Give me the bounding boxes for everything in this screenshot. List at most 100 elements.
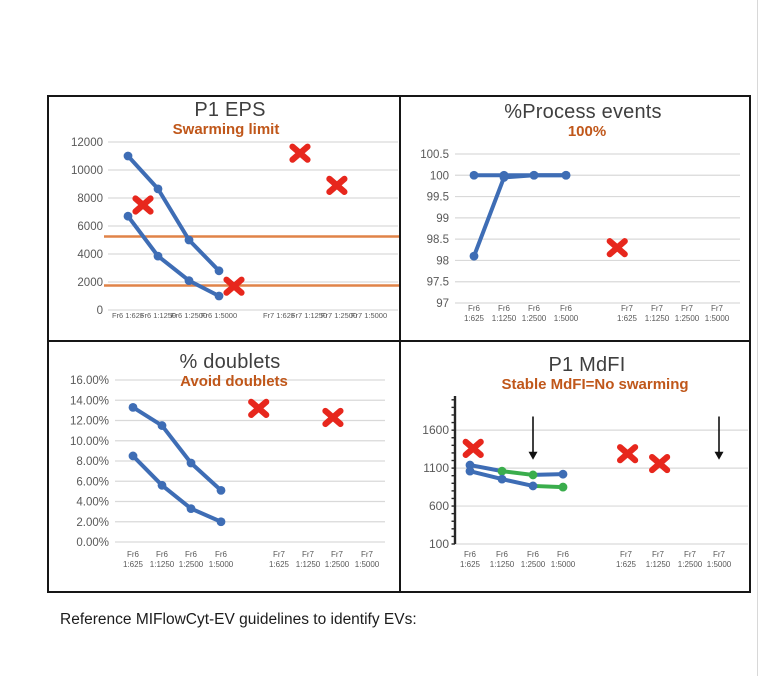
svg-text:98.5: 98.5 — [427, 234, 449, 246]
svg-text:1:2500: 1:2500 — [522, 314, 547, 323]
svg-text:Fr6: Fr6 — [215, 550, 228, 559]
svg-text:99: 99 — [436, 213, 449, 225]
chart-cell-p1-mdfi: 100 600 1100 1600 Fr6 1:625 Fr6 1:1250 Fr6 1:2500… — [403, 342, 751, 593]
svg-text:1:625: 1:625 — [464, 314, 485, 323]
chart-title-p1-eps: P1 EPS — [194, 99, 266, 121]
svg-text:1:2500: 1:2500 — [179, 560, 204, 569]
svg-text:Fr7: Fr7 — [652, 550, 665, 559]
svg-text:Fr6 1:5000: Fr6 1:5000 — [201, 311, 237, 320]
svg-text:1600: 1600 — [422, 423, 449, 437]
chart-cell-doublets: 0.00% 2.00% 4.00% 6.00% 8.00% 10.00% 12.00% 14.… — [49, 342, 399, 593]
svg-text:Fr7: Fr7 — [713, 550, 726, 559]
chart-subtitle-process-events: 100% — [567, 123, 607, 140]
svg-text:1:625: 1:625 — [460, 560, 481, 569]
svg-text:Fr6: Fr6 — [468, 304, 481, 313]
svg-text:100: 100 — [430, 170, 449, 182]
svg-text:2.00%: 2.00% — [76, 517, 109, 529]
svg-text:Fr7 1:2500: Fr7 1:2500 — [321, 311, 357, 320]
chart-title-doublets: % doublets — [179, 351, 281, 373]
svg-text:Fr6 1:625: Fr6 1:625 — [112, 311, 144, 320]
svg-text:1:5000: 1:5000 — [209, 560, 234, 569]
svg-text:Fr7: Fr7 — [621, 304, 634, 313]
svg-text:Fr7 1:1250: Fr7 1:1250 — [291, 311, 327, 320]
svg-text:4000: 4000 — [77, 249, 103, 261]
svg-text:1:1250: 1:1250 — [490, 560, 515, 569]
svg-text:1:2500: 1:2500 — [325, 560, 350, 569]
doublets-plot: 0.00% 2.00% 4.00% 6.00% 8.00% 10.00% 12.00% 14.… — [70, 375, 385, 569]
svg-text:1:1250: 1:1250 — [646, 560, 671, 569]
svg-text:1:1250: 1:1250 — [492, 314, 517, 323]
svg-text:1:2500: 1:2500 — [675, 314, 700, 323]
svg-text:Fr7: Fr7 — [681, 304, 694, 313]
svg-text:1:1250: 1:1250 — [296, 560, 321, 569]
svg-text:Fr6 1:2500: Fr6 1:2500 — [171, 311, 207, 320]
svg-text:1:1250: 1:1250 — [645, 314, 670, 323]
svg-text:Fr7: Fr7 — [620, 550, 633, 559]
caption-text: Reference MIFlowCyt-EV guidelines to ide… — [60, 611, 417, 628]
svg-text:Fr7: Fr7 — [711, 304, 724, 313]
svg-text:1:625: 1:625 — [616, 560, 637, 569]
chart-subtitle-p1-mdfi: Stable MdFI=No swarming — [501, 376, 689, 393]
svg-text:97: 97 — [436, 298, 449, 310]
svg-text:12.00%: 12.00% — [70, 416, 109, 428]
svg-text:10000: 10000 — [71, 165, 103, 177]
svg-text:Fr6 1:1250: Fr6 1:1250 — [140, 311, 176, 320]
svg-text:99.5: 99.5 — [427, 192, 449, 204]
svg-text:Fr6: Fr6 — [557, 550, 570, 559]
svg-text:Fr6: Fr6 — [464, 550, 477, 559]
p1-mdfi-plot: 10060011001600Fr61:625Fr61:1250Fr61:2500… — [422, 396, 748, 569]
svg-text:10.00%: 10.00% — [70, 436, 109, 448]
svg-text:4.00%: 4.00% — [76, 497, 109, 509]
svg-text:0: 0 — [97, 305, 103, 317]
svg-text:Fr6: Fr6 — [498, 304, 511, 313]
svg-text:1:5000: 1:5000 — [707, 560, 732, 569]
svg-text:6000: 6000 — [77, 221, 103, 233]
svg-text:1:625: 1:625 — [617, 314, 638, 323]
svg-text:Fr6: Fr6 — [560, 304, 573, 313]
chart-cell-p1-eps: 0 2000 4000 6000 8000 10000 12000 Fr6 1:625 Fr6 … — [49, 97, 399, 340]
svg-text:100: 100 — [429, 537, 449, 551]
scan-page-edge — [757, 0, 758, 676]
svg-text:97.5: 97.5 — [427, 277, 449, 289]
chart-cell-process-events: 97 97.5 98 98.5 99 99.5 100 100.5 Fr6 1:625 Fr6 1:1… — [403, 97, 751, 340]
svg-text:0.00%: 0.00% — [76, 537, 109, 549]
svg-text:1:1250: 1:1250 — [150, 560, 175, 569]
svg-text:Fr7: Fr7 — [331, 550, 344, 559]
svg-text:Fr6: Fr6 — [156, 550, 169, 559]
svg-text:1:5000: 1:5000 — [554, 314, 579, 323]
svg-text:12000: 12000 — [71, 137, 103, 149]
svg-text:2000: 2000 — [77, 277, 103, 289]
chart-title-p1-mdfi: P1 MdFI — [548, 354, 626, 376]
svg-text:1:5000: 1:5000 — [355, 560, 380, 569]
svg-text:600: 600 — [429, 499, 449, 513]
svg-text:8.00%: 8.00% — [76, 456, 109, 468]
svg-text:1:2500: 1:2500 — [678, 560, 703, 569]
svg-text:1:5000: 1:5000 — [551, 560, 576, 569]
svg-text:Fr7: Fr7 — [684, 550, 697, 559]
process-events-plot: 9797.59898.59999.5100100.5Fr61:625Fr61:1… — [420, 149, 740, 323]
svg-text:1:625: 1:625 — [123, 560, 144, 569]
svg-text:100.5: 100.5 — [420, 149, 449, 161]
svg-text:Fr6: Fr6 — [528, 304, 541, 313]
svg-text:Fr6: Fr6 — [496, 550, 509, 559]
panel-vertical-divider — [399, 95, 402, 593]
svg-text:Fr6: Fr6 — [527, 550, 540, 559]
svg-text:8000: 8000 — [77, 193, 103, 205]
svg-text:1:2500: 1:2500 — [521, 560, 546, 569]
svg-text:1:5000: 1:5000 — [705, 314, 730, 323]
svg-text:Fr6: Fr6 — [127, 550, 140, 559]
chart-subtitle-p1-eps: Swarming limit — [172, 121, 280, 138]
svg-text:1100: 1100 — [423, 461, 449, 475]
svg-text:Fr7: Fr7 — [651, 304, 664, 313]
chart-title-process-events: %Process events — [504, 101, 662, 123]
svg-text:14.00%: 14.00% — [70, 395, 109, 407]
svg-text:Fr7 1:625: Fr7 1:625 — [263, 311, 295, 320]
svg-text:Fr7: Fr7 — [302, 550, 315, 559]
svg-text:1:625: 1:625 — [269, 560, 290, 569]
svg-text:Fr7 1:5000: Fr7 1:5000 — [351, 311, 387, 320]
svg-text:Fr7: Fr7 — [361, 550, 374, 559]
svg-text:98: 98 — [436, 255, 449, 267]
svg-text:Fr6: Fr6 — [185, 550, 198, 559]
